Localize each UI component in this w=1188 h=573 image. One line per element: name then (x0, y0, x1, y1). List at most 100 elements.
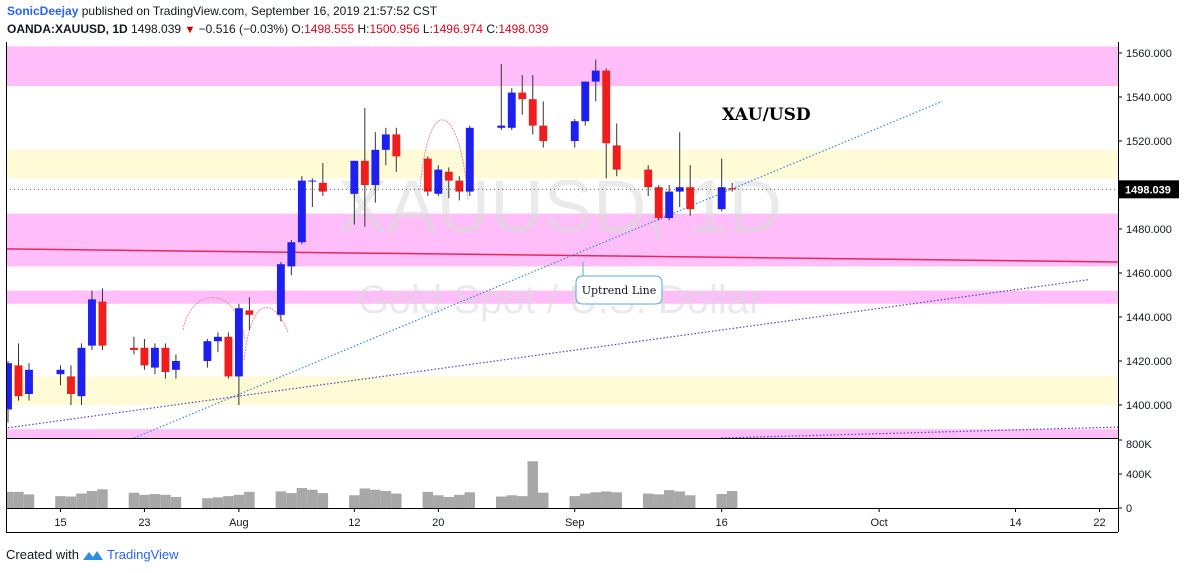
volume-bar (496, 496, 507, 508)
candle[interactable] (602, 68, 611, 179)
time-tick-label: 16 (716, 517, 728, 529)
candle[interactable] (675, 132, 684, 207)
volume-bar (160, 494, 171, 508)
tradingview-link[interactable]: TradingView (106, 547, 179, 562)
time-tick-label: 20 (432, 517, 444, 529)
candle[interactable] (287, 240, 296, 276)
candle[interactable] (497, 64, 506, 130)
time-tick-label: Sep (565, 517, 585, 529)
candle[interactable] (381, 127, 390, 166)
candle[interactable] (644, 165, 653, 196)
candle[interactable] (318, 163, 327, 196)
candle-body (528, 99, 537, 126)
candle[interactable] (507, 88, 516, 130)
candle[interactable] (224, 332, 233, 379)
candle[interactable] (4, 361, 12, 423)
candle[interactable] (360, 108, 369, 227)
pair-label: XAU/USD (722, 105, 811, 125)
candle[interactable] (234, 303, 243, 405)
last-price-label: 1498.039 (1125, 184, 1171, 196)
volume-bar (642, 493, 654, 508)
candle-body (203, 341, 212, 361)
candle[interactable] (392, 127, 401, 172)
created-with-text: Created with (6, 547, 79, 562)
candle-body (612, 145, 621, 170)
volume-tick-label: 800K (1126, 439, 1152, 451)
volume-bar (55, 496, 66, 508)
candle-body (88, 299, 96, 346)
candle[interactable] (528, 75, 537, 135)
volume-bar (86, 491, 98, 508)
volume-bar (370, 489, 381, 508)
volume-bar (13, 491, 24, 508)
candle[interactable] (171, 354, 180, 379)
candle[interactable] (371, 132, 380, 203)
candle[interactable] (581, 81, 590, 126)
candle[interactable] (140, 339, 149, 370)
candle[interactable] (612, 123, 621, 177)
price-tick-label: 1540.000 (1126, 92, 1172, 104)
candle[interactable] (77, 343, 86, 405)
candle[interactable] (423, 156, 432, 196)
candle[interactable] (130, 336, 138, 355)
candle[interactable] (717, 158, 726, 212)
candle-body (381, 134, 390, 150)
candle[interactable] (308, 178, 317, 207)
volume-bar (726, 491, 738, 508)
symbol-info-bar: OANDA:XAUUSD, 1D 1498.039 ▼ −0.516 (−0.0… (7, 22, 548, 38)
trend-line-uptrend[interactable] (133, 100, 943, 438)
candle[interactable] (434, 165, 443, 196)
tradingview-logo-icon[interactable] (82, 548, 104, 562)
candle[interactable] (276, 262, 285, 322)
publish-info: SonicDeejay published on TradingView.com… (7, 4, 437, 19)
volume-bar (674, 491, 685, 508)
candle[interactable] (297, 176, 306, 245)
price-change: −0.516 (−0.03%) (198, 22, 289, 36)
candle-body (234, 308, 243, 377)
trend-line-purple[interactable] (0, 279, 1090, 430)
candle[interactable] (570, 119, 579, 148)
candle[interactable] (161, 343, 170, 379)
candle[interactable] (591, 59, 600, 102)
candle[interactable] (56, 365, 65, 386)
candle[interactable] (150, 343, 159, 375)
volume-bar (139, 494, 150, 508)
candle[interactable] (444, 167, 453, 199)
candle[interactable] (654, 185, 663, 221)
zone-yellow-4 (6, 376, 1118, 405)
candle[interactable] (203, 339, 212, 368)
volume-bar (23, 494, 35, 508)
candle-body (350, 160, 359, 194)
candle[interactable] (67, 365, 75, 405)
candle[interactable] (350, 160, 359, 225)
candle[interactable] (14, 343, 23, 401)
time-tick-label: 22 (1093, 517, 1105, 529)
candle-body (150, 347, 159, 368)
volume-tick-label: 400K (1126, 469, 1152, 481)
candle[interactable] (539, 101, 548, 148)
candle-body (161, 347, 170, 372)
volume-bar (65, 496, 77, 508)
candle-body (581, 81, 590, 122)
candle[interactable] (98, 288, 107, 350)
candle[interactable] (88, 290, 96, 350)
candle[interactable] (245, 297, 254, 331)
volume-bar (296, 488, 308, 508)
candle[interactable] (728, 182, 737, 192)
volume-tick-label: 0 (1126, 503, 1132, 515)
candle[interactable] (665, 185, 674, 221)
trend-line-red[interactable] (0, 248, 1120, 263)
high-value: 1500.956 (369, 22, 420, 36)
volume-bar (317, 493, 329, 508)
price-tick-label: 1460.000 (1126, 268, 1172, 280)
author-link[interactable]: SonicDeejay (7, 4, 79, 18)
candle[interactable] (455, 176, 464, 201)
price-chart[interactable]: XAUUSD, 1D Gold Spot / U.S. Dollar 1560.… (0, 0, 1188, 545)
candle[interactable] (213, 332, 222, 353)
pattern-arc-top (419, 119, 469, 201)
candle[interactable] (686, 165, 695, 216)
candle[interactable] (465, 125, 474, 196)
price-tick-label: 1420.000 (1126, 356, 1172, 368)
candle[interactable] (518, 75, 527, 115)
candle[interactable] (25, 363, 33, 401)
